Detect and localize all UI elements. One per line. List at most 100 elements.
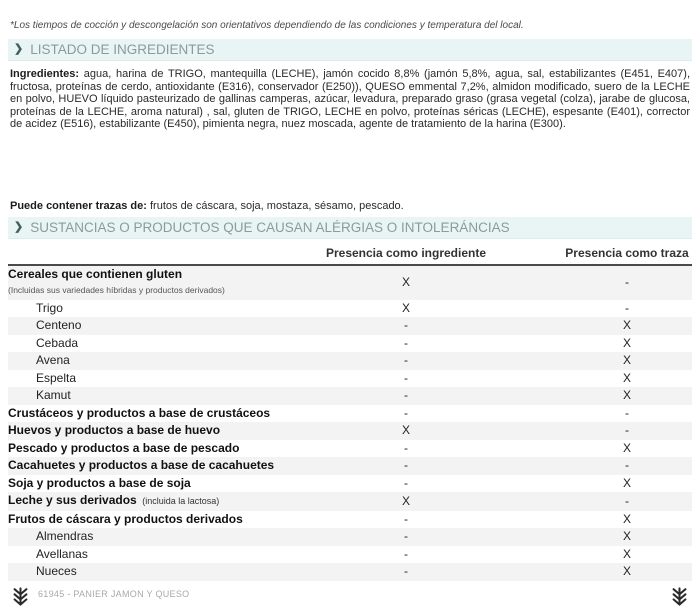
- allergen-name: Avellanas: [36, 546, 88, 561]
- presence-trace-cell: -: [625, 274, 629, 289]
- presence-ingredient-cell: -: [404, 353, 408, 367]
- presence-ingredient-cell: -: [404, 564, 408, 578]
- allergen-name-cell: Cebada: [8, 335, 320, 353]
- allergen-name-cell: Crustáceos y productos a base de crustác…: [8, 405, 320, 423]
- wheat-sprig-icon: [672, 586, 687, 606]
- presence-trace-cell: X: [622, 475, 631, 490]
- allergen-name-cell: Centeno: [8, 317, 320, 335]
- presence-ingredient-cell: -: [404, 335, 408, 350]
- presence-ingredient-cell: X: [401, 274, 410, 289]
- allergen-name: Frutos de cáscara y productos derivados: [8, 511, 243, 526]
- allergen-name: Trigo: [36, 300, 63, 315]
- allergen-table-row: Leche y sus derivados (incluida la lacto…: [8, 492, 692, 511]
- allergen-table-row: Trigo X -: [8, 300, 692, 318]
- section-header-allergens: ❯ SUSTANCIAS O PRODUCTOS QUE CAUSAN ALÉR…: [8, 216, 692, 239]
- allergen-note: (Incluidas sus variedades híbridas y pro…: [8, 285, 225, 295]
- allergen-name-cell: Espelta: [8, 370, 320, 388]
- presence-trace-cell: X: [622, 529, 631, 543]
- allergen-name-cell: Soja y productos a base de soja: [8, 475, 320, 493]
- ingredients-label: Ingredientes:: [10, 68, 80, 80]
- allergen-note: (incluida la lactosa): [139, 496, 220, 506]
- presence-trace-cell: -: [625, 300, 629, 315]
- allergen-name-cell: Trigo: [8, 300, 320, 318]
- allergen-column-header-empty: [8, 243, 320, 266]
- allergen-table-row: Centeno - X: [8, 317, 692, 335]
- presence-trace-cell: -: [625, 493, 629, 508]
- presence-trace-cell: -: [625, 423, 629, 437]
- presence-ingredient-cell: -: [404, 370, 408, 385]
- allergen-table-row: Kamut - X: [8, 387, 692, 405]
- presence-ingredient-cell: -: [404, 405, 408, 420]
- allergen-name-cell: Avena: [8, 352, 320, 370]
- allergen-name: Avena: [36, 353, 70, 367]
- allergen-table-row: Almendras - X: [8, 528, 692, 546]
- allergen-name-cell: Avellanas: [8, 546, 320, 564]
- allergen-name: Espelta: [36, 370, 77, 385]
- allergen-table-row: Pescado y productos a base de pescado - …: [8, 440, 692, 458]
- ingredients-section-title: LISTADO DE INGREDIENTES: [30, 42, 215, 57]
- page-footer: 61945 - PANIER JAMON Y QUESO: [8, 584, 692, 606]
- presence-ingredient-cell: -: [404, 440, 408, 455]
- allergens-section-title: SUSTANCIAS O PRODUCTOS QUE CAUSAN ALÉRGI…: [30, 219, 510, 235]
- presence-ingredient-cell: -: [404, 529, 408, 543]
- presence-trace-cell: X: [622, 511, 631, 526]
- presence-trace-cell: X: [622, 370, 631, 385]
- presence-trace-cell: X: [622, 440, 631, 455]
- allergen-table-row: Soja y productos a base de soja - X: [8, 475, 692, 493]
- allergen-table-row: Crustáceos y productos a base de crustác…: [8, 405, 692, 423]
- allergen-name: Cereales que contienen gluten: [8, 266, 183, 281]
- presence-trace-cell: X: [622, 546, 631, 561]
- presence-ingredient-cell: -: [404, 458, 408, 472]
- presence-ingredient-cell: -: [404, 546, 408, 561]
- presence-trace-cell: -: [625, 458, 629, 472]
- allergen-name-cell: Cacahuetes y productos a base de cacahue…: [8, 457, 320, 475]
- allergen-name: Cacahuetes y productos a base de cacahue…: [8, 458, 275, 472]
- allergen-name: Huevos y productos a base de huevo: [8, 423, 221, 437]
- traces-text: frutos de cáscara, soja, mostaza, sésamo…: [150, 199, 404, 212]
- traces-label: Puede contener trazas de:: [10, 199, 147, 212]
- allergen-name-cell: Pescado y productos a base de pescado: [8, 440, 320, 458]
- presence-ingredient-cell: -: [404, 511, 408, 526]
- allergen-name: Centeno: [36, 318, 82, 332]
- presence-trace-cell: X: [622, 335, 631, 350]
- allergen-name-cell: Huevos y productos a base de huevo: [8, 422, 320, 440]
- allergen-name-cell: Almendras: [8, 528, 320, 546]
- allergen-table-row: Huevos y productos a base de huevo X -: [8, 422, 692, 440]
- allergen-name: Pescado y productos a base de pescado: [8, 440, 240, 455]
- presence-trace-cell: X: [622, 388, 631, 402]
- allergen-name-cell: Frutos de cáscara y productos derivados: [8, 511, 320, 529]
- ingredients-paragraph: Ingredientes: agua, harina de TRIGO, man…: [10, 68, 690, 131]
- allergen-table-row: Frutos de cáscara y productos derivados …: [8, 511, 692, 529]
- allergen-name-cell: Nueces: [8, 563, 320, 581]
- allergen-table-row: Avena - X: [8, 352, 692, 370]
- allergen-table-row: Avellanas - X: [8, 546, 692, 564]
- section-header-ingredients: ❯ LISTADO DE INGREDIENTES: [8, 39, 692, 61]
- presence-ingredient-cell: -: [404, 475, 408, 490]
- cooking-disclaimer: *Los tiempos de cocción y descongelación…: [10, 20, 524, 31]
- allergen-name: Kamut: [36, 388, 71, 402]
- wheat-sprig-icon: [13, 586, 28, 606]
- presence-trace-cell: X: [622, 318, 631, 332]
- presence-trace-cell: -: [625, 405, 629, 420]
- ingredients-text: agua, harina de TRIGO, mantequilla (LECH…: [10, 68, 690, 130]
- allergen-column-header-ingredient: Presencia como ingrediente: [320, 243, 492, 266]
- traces-line: Puede contener trazas de: frutos de cásc…: [10, 200, 690, 212]
- chevron-right-icon: ❯: [14, 43, 24, 55]
- presence-ingredient-cell: X: [401, 493, 410, 508]
- allergen-table-row: Nueces - X: [8, 563, 692, 581]
- allergen-table-row: Espelta - X: [8, 370, 692, 388]
- presence-ingredient-cell: -: [404, 318, 408, 332]
- allergen-table-row: Cereales que contienen gluten (Incluidas…: [8, 264, 692, 300]
- allergen-name: Nueces: [36, 564, 77, 578]
- allergen-name: Cebada: [36, 335, 79, 350]
- allergen-table-row: Cacahuetes y productos a base de cacahue…: [8, 457, 692, 475]
- allergen-name: Soja y productos a base de soja: [8, 475, 191, 490]
- allergen-name: Leche y sus derivados: [8, 493, 137, 507]
- allergen-table-row: Cebada - X: [8, 335, 692, 353]
- presence-trace-cell: X: [622, 564, 631, 578]
- allergen-name: Crustáceos y productos a base de crustác…: [8, 405, 271, 420]
- allergen-table: Presencia como ingrediente Presencia com…: [8, 243, 692, 581]
- presence-ingredient-cell: X: [401, 423, 410, 437]
- allergen-name: Almendras: [36, 529, 94, 543]
